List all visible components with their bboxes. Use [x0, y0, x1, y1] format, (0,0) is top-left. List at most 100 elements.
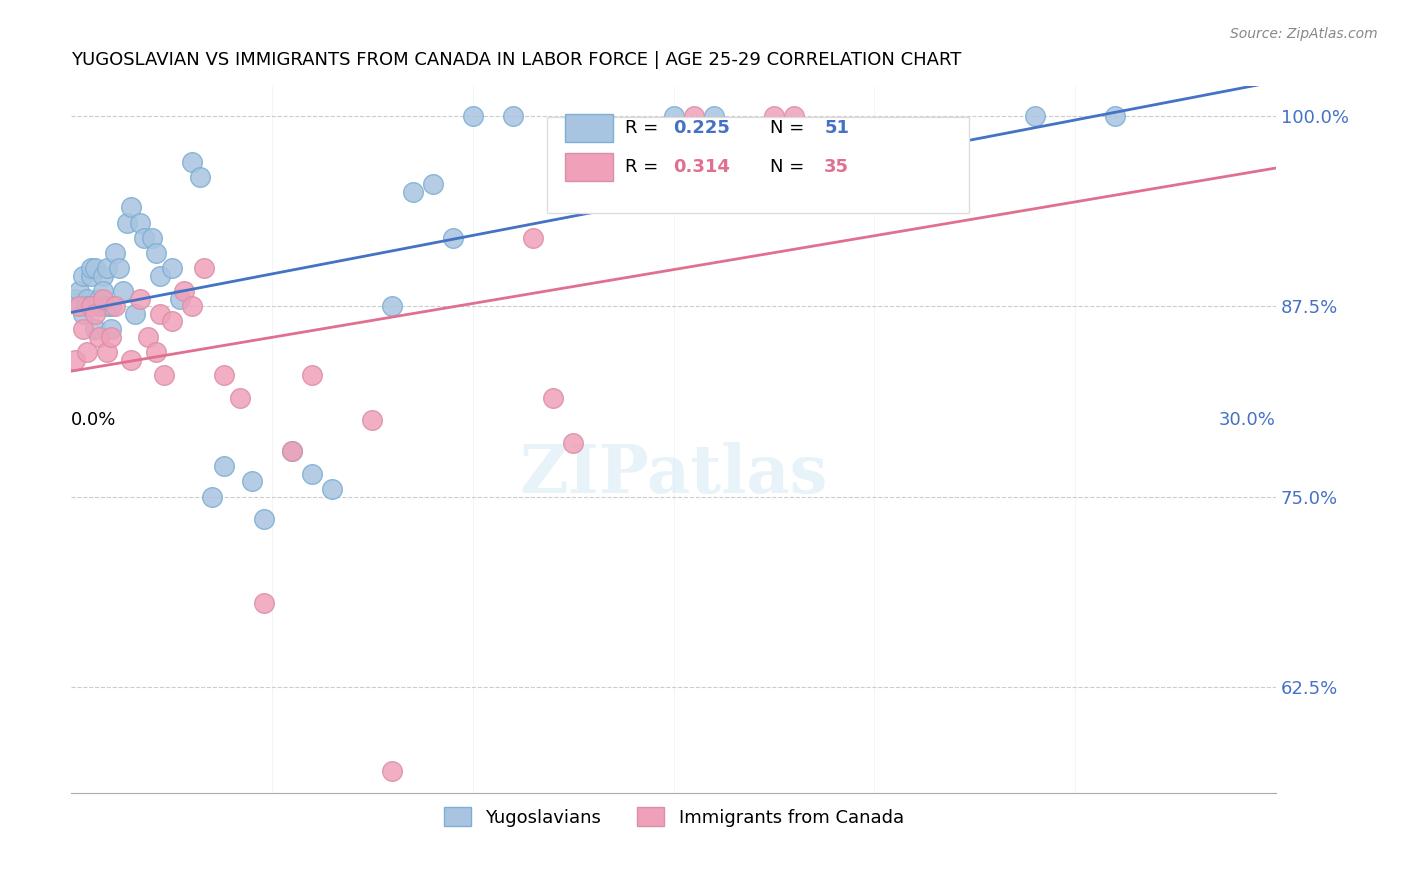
Point: [72, 322, 94, 336]
Point: [84, 322, 107, 336]
Point: [93, 268, 115, 283]
Point: [461, 109, 484, 123]
Point: [562, 436, 585, 450]
Point: [180, 154, 202, 169]
Point: [703, 178, 725, 192]
Point: [72, 307, 94, 321]
Text: N =: N =: [770, 119, 810, 137]
Point: [124, 307, 146, 321]
FancyBboxPatch shape: [547, 118, 969, 213]
Point: [141, 231, 163, 245]
Point: [173, 284, 195, 298]
Point: [93, 292, 115, 306]
Point: [682, 109, 704, 123]
Text: Source: ZipAtlas.com: Source: ZipAtlas.com: [1230, 27, 1378, 41]
FancyBboxPatch shape: [565, 153, 613, 181]
Point: [132, 231, 155, 245]
Point: [188, 169, 211, 184]
Point: [84, 307, 107, 321]
Point: [145, 246, 167, 260]
Point: [89, 292, 111, 306]
Point: [1024, 109, 1046, 123]
Point: [128, 215, 150, 229]
Point: [100, 329, 122, 343]
Point: [253, 596, 276, 610]
Point: [104, 246, 127, 260]
Point: [401, 185, 423, 199]
Text: R =: R =: [626, 158, 665, 176]
Text: 51: 51: [824, 119, 849, 137]
Point: [76, 299, 98, 313]
Point: [281, 443, 304, 458]
Point: [145, 345, 167, 359]
Point: [522, 231, 544, 245]
Text: 35: 35: [824, 158, 849, 176]
Text: 0.0%: 0.0%: [72, 411, 117, 429]
Text: 30.0%: 30.0%: [1219, 411, 1277, 429]
Point: [160, 314, 183, 328]
Point: [180, 299, 202, 313]
Point: [80, 268, 103, 283]
Point: [65, 292, 87, 306]
Text: R =: R =: [626, 119, 665, 137]
Point: [321, 482, 343, 496]
Point: [76, 345, 98, 359]
Point: [108, 261, 131, 276]
Text: 0.225: 0.225: [673, 119, 731, 137]
Point: [89, 329, 111, 343]
FancyBboxPatch shape: [565, 114, 613, 142]
Point: [212, 459, 235, 474]
Point: [169, 292, 191, 306]
Point: [541, 391, 564, 405]
Point: [121, 200, 143, 214]
Point: [100, 322, 122, 336]
Point: [100, 299, 122, 313]
Text: 0.314: 0.314: [673, 158, 731, 176]
Point: [422, 178, 444, 192]
Point: [128, 292, 150, 306]
Point: [65, 352, 87, 367]
Point: [240, 475, 263, 489]
Point: [104, 299, 127, 313]
Point: [1104, 109, 1126, 123]
Point: [80, 299, 103, 313]
Point: [76, 292, 98, 306]
Point: [149, 268, 172, 283]
Point: [281, 443, 304, 458]
Point: [361, 413, 384, 427]
Point: [121, 352, 143, 367]
Point: [89, 299, 111, 313]
Point: [80, 261, 103, 276]
Point: [96, 345, 118, 359]
Point: [67, 299, 90, 313]
Legend: Yugoslavians, Immigrants from Canada: Yugoslavians, Immigrants from Canada: [436, 800, 911, 834]
Point: [72, 268, 94, 283]
Point: [703, 109, 725, 123]
Text: N =: N =: [770, 158, 810, 176]
Point: [662, 109, 685, 123]
Point: [783, 109, 806, 123]
Point: [762, 109, 785, 123]
Point: [301, 467, 323, 481]
Point: [84, 261, 107, 276]
Point: [301, 368, 323, 382]
Point: [502, 109, 524, 123]
Point: [117, 215, 139, 229]
Point: [152, 368, 174, 382]
Point: [96, 261, 118, 276]
Point: [212, 368, 235, 382]
Text: ZIPatlas: ZIPatlas: [519, 442, 828, 508]
Text: YUGOSLAVIAN VS IMMIGRANTS FROM CANADA IN LABOR FORCE | AGE 25-29 CORRELATION CHA: YUGOSLAVIAN VS IMMIGRANTS FROM CANADA IN…: [72, 51, 962, 69]
Point: [96, 299, 118, 313]
Point: [67, 284, 90, 298]
Point: [149, 307, 172, 321]
Point: [193, 261, 215, 276]
Point: [201, 490, 224, 504]
Point: [93, 284, 115, 298]
Point: [863, 154, 886, 169]
Point: [381, 764, 404, 778]
Point: [112, 284, 135, 298]
Point: [136, 329, 159, 343]
Point: [253, 512, 276, 526]
Point: [160, 261, 183, 276]
